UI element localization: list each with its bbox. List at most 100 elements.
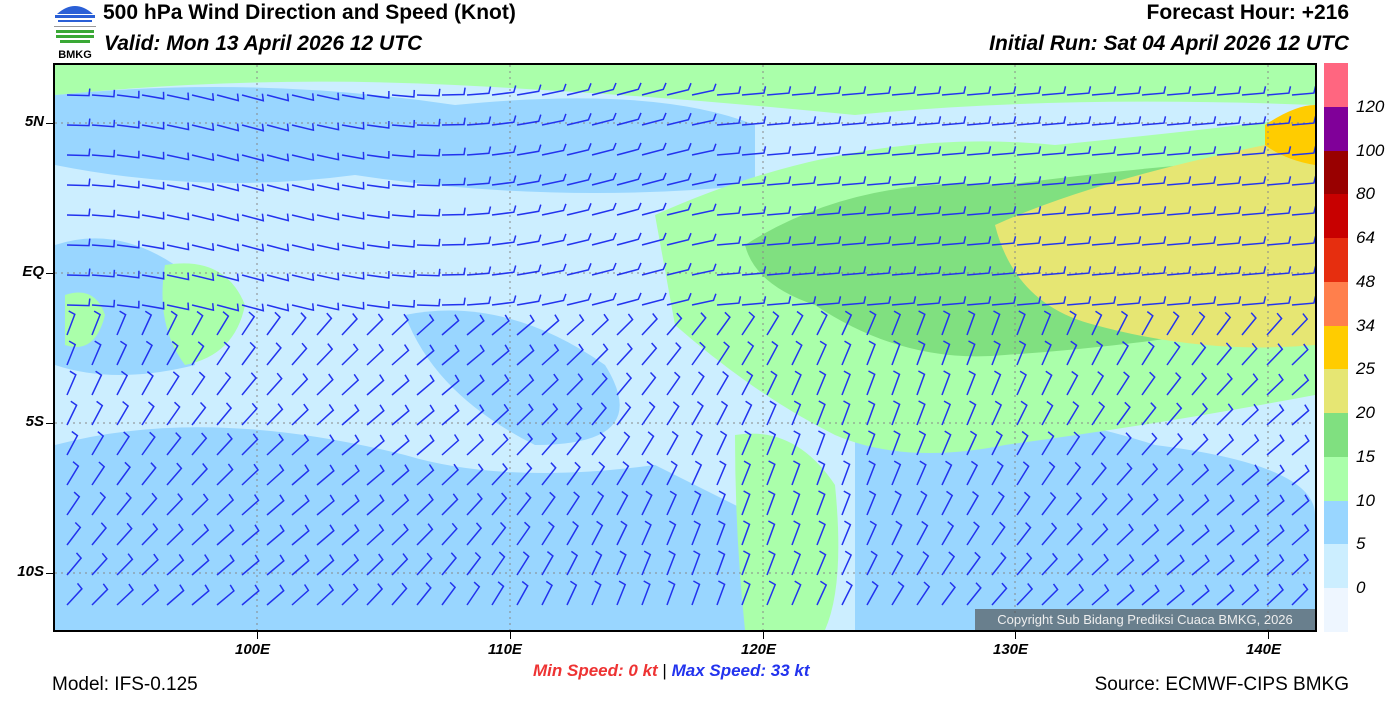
wind-barb: [266, 183, 290, 192]
wind-barb: [1266, 343, 1284, 366]
wind-barb: [691, 312, 707, 336]
wind-barb: [666, 490, 677, 516]
colorbar-swatch: [1324, 150, 1348, 195]
wind-barb: [716, 550, 726, 576]
wind-barb: [66, 88, 91, 97]
wind-barb: [491, 145, 517, 156]
wind-barb: [1216, 584, 1235, 606]
wind-barb: [1241, 236, 1267, 246]
wind-barb: [116, 340, 128, 366]
wind-barb: [1291, 464, 1310, 486]
wind-barb: [341, 91, 365, 100]
wind-barb: [491, 374, 510, 396]
wind-barb: [591, 402, 607, 426]
wind-barb: [1166, 554, 1185, 576]
wind-barb: [91, 431, 105, 456]
wind-barb: [1141, 554, 1160, 576]
wind-barb: [1191, 116, 1217, 126]
separator: |: [662, 661, 667, 680]
wind-barb: [341, 524, 360, 546]
wind-barb: [616, 142, 642, 156]
wind-barb: [516, 234, 542, 246]
wind-barb: [716, 371, 729, 396]
wind-barb: [1016, 206, 1042, 216]
wind-barb: [1166, 206, 1192, 216]
wind-barb: [716, 296, 742, 306]
wind-barb: [1291, 296, 1315, 306]
wind-barb: [1016, 461, 1030, 486]
wind-barb: [1066, 266, 1092, 276]
wind-barb: [366, 434, 385, 456]
wind-barb: [1116, 86, 1142, 96]
wind-barb: [766, 520, 776, 546]
wind-barb: [366, 583, 384, 606]
wind-barb: [841, 370, 851, 396]
wind-map-canvas: [55, 65, 1315, 630]
wind-barb: [966, 86, 992, 96]
wind-barb: [741, 520, 751, 546]
wind-barb: [866, 310, 877, 336]
wind-barb: [741, 116, 767, 126]
wind-barb: [416, 344, 435, 366]
wind-barb: [1216, 176, 1242, 186]
wind-barb: [641, 460, 654, 486]
lon-tick-mark: [1268, 632, 1269, 639]
wind-barb: [416, 178, 441, 187]
wind-barb: [166, 242, 190, 251]
wind-barb: [541, 462, 557, 486]
wind-barb: [1166, 146, 1192, 156]
wind-barb: [541, 173, 567, 186]
wind-barb: [741, 86, 767, 96]
wind-barb: [166, 212, 190, 221]
wind-barb: [216, 432, 233, 456]
wind-barb: [116, 270, 140, 279]
wind-barb: [291, 464, 310, 486]
lon-tick-mark: [510, 632, 511, 639]
wind-barb: [466, 522, 483, 546]
wind-barb: [566, 113, 592, 126]
wind-barb: [1116, 146, 1142, 156]
wind-barb: [516, 492, 532, 516]
lat-tick-mark: [46, 423, 53, 424]
wind-barb: [91, 522, 107, 546]
wind-barb: [1166, 463, 1184, 486]
wind-barb: [316, 242, 340, 251]
wind-barb: [266, 494, 285, 516]
wind-barb: [391, 523, 409, 546]
wind-barb: [641, 550, 652, 576]
wind-barb: [141, 431, 156, 456]
wind-barb: [1266, 554, 1285, 576]
wind-barb: [666, 112, 692, 126]
wind-barb: [966, 176, 992, 186]
wind-barb: [666, 292, 692, 306]
wind-barb: [891, 146, 917, 156]
wind-barb: [991, 582, 1008, 606]
wind-barb: [1041, 146, 1067, 156]
wind-barb: [166, 401, 181, 426]
wind-barb: [741, 460, 752, 486]
lat-tick-label: 5S: [25, 413, 44, 430]
wind-barb: [466, 236, 492, 246]
wind-barb: [466, 492, 483, 516]
wind-barb: [591, 172, 617, 186]
wind-barb: [141, 523, 159, 546]
wind-barb: [541, 203, 567, 216]
wind-barb: [216, 402, 233, 426]
wind-barb: [466, 433, 485, 456]
wind-barb: [466, 581, 481, 606]
wind-barb: [341, 211, 365, 220]
wind-barb: [191, 183, 215, 192]
wind-barb: [1066, 86, 1092, 96]
wind-barb: [716, 460, 727, 486]
wind-barb: [766, 430, 777, 456]
wind-barb: [1291, 343, 1309, 366]
lon-tick-mark: [1015, 632, 1016, 639]
wind-barb: [691, 203, 717, 216]
wind-barb: [766, 296, 792, 306]
wind-barb: [1016, 146, 1042, 156]
colorbar-swatch: [1324, 413, 1348, 458]
wind-barb: [641, 520, 652, 546]
wind-barb: [841, 580, 853, 606]
wind-barb: [241, 554, 260, 576]
wind-barb: [666, 430, 679, 456]
